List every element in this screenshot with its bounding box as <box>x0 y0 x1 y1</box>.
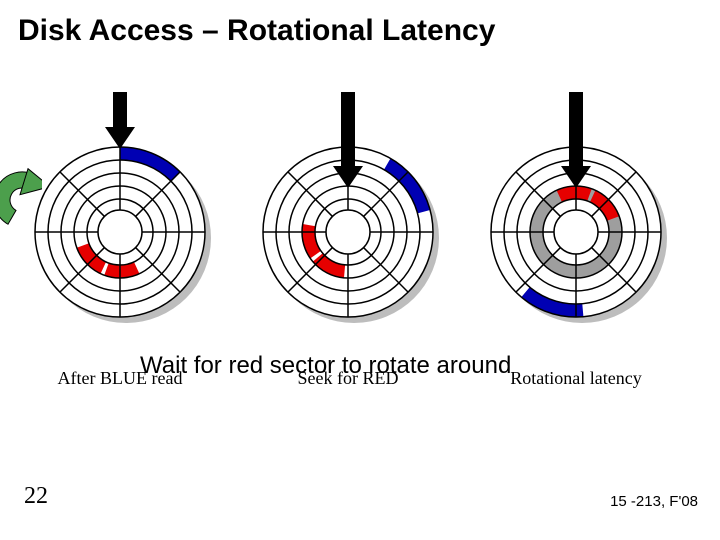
disk-svg <box>476 92 676 352</box>
read-head-arrow-icon <box>105 92 135 149</box>
disks-row: After BLUE readSeek for REDRotational la… <box>20 92 676 389</box>
disk-after-blue-read: After BLUE read <box>20 92 220 389</box>
disk-rotational-latency: Rotational latency <box>476 92 676 389</box>
footer-text: 15 -213, F'08 <box>610 493 698 510</box>
disk-seek-for-red: Seek for RED <box>248 92 448 389</box>
slide-title: Disk Access – Rotational Latency <box>18 14 495 48</box>
disk-svg <box>20 92 220 352</box>
disk-svg <box>248 92 448 352</box>
page-number: 22 <box>24 483 48 510</box>
subtitle-text: Wait for red sector to rotate around <box>140 352 511 380</box>
